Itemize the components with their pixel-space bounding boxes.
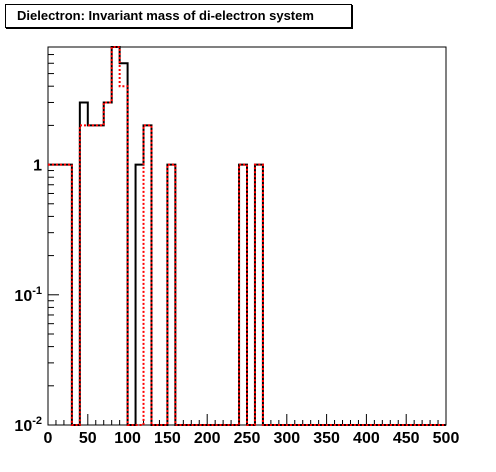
x-tick-label: 350 (313, 430, 340, 447)
chart-title: Dielectron: Invariant mass of di-electro… (5, 4, 352, 28)
x-tick-label: 400 (353, 430, 380, 447)
x-tick-label: 0 (44, 430, 53, 447)
y-tick-label: 10-1 (14, 285, 42, 305)
series-layer (48, 46, 446, 426)
x-tick-label: 250 (234, 430, 261, 447)
x-tick-label: 300 (273, 430, 300, 447)
x-tick-label: 150 (154, 430, 181, 447)
y-tick-label: 10-2 (14, 415, 42, 435)
x-tick-label: 500 (433, 430, 460, 447)
histogram-series-solid (48, 46, 446, 426)
x-tick-label: 450 (393, 430, 420, 447)
x-axis-ticks: 0 50 100 150 200 250 300 350 400 450 500 (44, 414, 460, 447)
y-axis-ticks: 10-2 10-1 1 (14, 46, 59, 435)
x-tick-label: 50 (79, 430, 97, 447)
y-tick-label: 1 (33, 158, 42, 175)
x-tick-label: 200 (194, 430, 221, 447)
x-tick-label: 100 (114, 430, 141, 447)
